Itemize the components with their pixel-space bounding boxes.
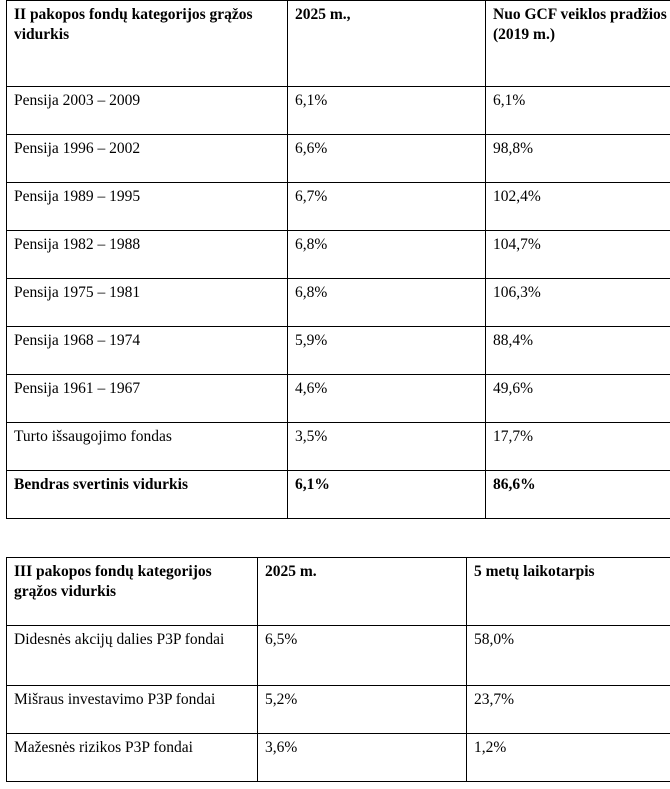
table-row: Pensija 1982 – 1988 6,8% 104,7% xyxy=(6,230,670,279)
total-2025: 6,1% xyxy=(287,470,486,519)
pillar2-returns-table: II pakopos fondų kategorijos grąžos vidu… xyxy=(6,0,670,519)
fund-name: Pensija 1961 – 1967 xyxy=(6,374,288,423)
return-2025: 5,9% xyxy=(287,326,486,375)
total-row: Bendras svertinis vidurkis 6,1% 86,6% xyxy=(6,470,670,519)
return-2025: 4,6% xyxy=(287,374,486,423)
table-row: Mišraus investavimo P3P fondai 5,2% 23,7… xyxy=(6,685,670,734)
fund-name: Pensija 2003 – 2009 xyxy=(6,86,288,135)
header-category: III pakopos fondų kategorijos grąžos vid… xyxy=(6,557,258,626)
table-row: Pensija 1989 – 1995 6,7% 102,4% xyxy=(6,182,670,231)
fund-name: Turto išsaugojimo fondas xyxy=(6,422,288,471)
header-2025: 2025 m. xyxy=(257,557,467,626)
pillar3-returns-table: III pakopos fondų kategorijos grąžos vid… xyxy=(6,557,670,782)
return-2025: 5,2% xyxy=(257,685,467,734)
return-since-start: 17,7% xyxy=(485,422,670,471)
header-5-years: 5 metų laikotarpis xyxy=(466,557,670,626)
return-2025: 6,6% xyxy=(287,134,486,183)
return-since-start: 104,7% xyxy=(485,230,670,279)
table-row: Didesnės akcijų dalies P3P fondai 6,5% 5… xyxy=(6,625,670,686)
return-since-start: 102,4% xyxy=(485,182,670,231)
table-row: Pensija 1961 – 1967 4,6% 49,6% xyxy=(6,374,670,423)
return-2025: 6,1% xyxy=(287,86,486,135)
header-since-start: Nuo GCF veiklos pradžios (2019 m.) xyxy=(485,0,670,87)
fund-name: Pensija 1975 – 1981 xyxy=(6,278,288,327)
fund-name: Mišraus investavimo P3P fondai xyxy=(6,685,258,734)
fund-name: Pensija 1989 – 1995 xyxy=(6,182,288,231)
return-2025: 6,7% xyxy=(287,182,486,231)
return-since-start: 88,4% xyxy=(485,326,670,375)
fund-name: Pensija 1968 – 1974 xyxy=(6,326,288,375)
return-since-start: 6,1% xyxy=(485,86,670,135)
return-since-start: 106,3% xyxy=(485,278,670,327)
table-row: Pensija 1968 – 1974 5,9% 88,4% xyxy=(6,326,670,375)
return-5-years: 1,2% xyxy=(466,733,670,782)
header-category: II pakopos fondų kategorijos grąžos vidu… xyxy=(6,0,288,87)
return-2025: 3,6% xyxy=(257,733,467,782)
table-row: Pensija 2003 – 2009 6,1% 6,1% xyxy=(6,86,670,135)
return-5-years: 58,0% xyxy=(466,625,670,686)
fund-name: Pensija 1996 – 2002 xyxy=(6,134,288,183)
return-5-years: 23,7% xyxy=(466,685,670,734)
table-row: Mažesnės rizikos P3P fondai 3,6% 1,2% xyxy=(6,733,670,782)
fund-name: Mažesnės rizikos P3P fondai xyxy=(6,733,258,782)
return-since-start: 49,6% xyxy=(485,374,670,423)
table-header-row: II pakopos fondų kategorijos grąžos vidu… xyxy=(6,0,670,87)
return-2025: 6,8% xyxy=(287,278,486,327)
return-2025: 3,5% xyxy=(287,422,486,471)
fund-name: Pensija 1982 – 1988 xyxy=(6,230,288,279)
table-header-row: III pakopos fondų kategorijos grąžos vid… xyxy=(6,557,670,626)
total-label: Bendras svertinis vidurkis xyxy=(6,470,288,519)
fund-name: Didesnės akcijų dalies P3P fondai xyxy=(6,625,258,686)
return-since-start: 98,8% xyxy=(485,134,670,183)
header-2025: 2025 m., xyxy=(287,0,486,87)
table-row: Pensija 1996 – 2002 6,6% 98,8% xyxy=(6,134,670,183)
table-row: Turto išsaugojimo fondas 3,5% 17,7% xyxy=(6,422,670,471)
total-since-start: 86,6% xyxy=(485,470,670,519)
table-row: Pensija 1975 – 1981 6,8% 106,3% xyxy=(6,278,670,327)
return-2025: 6,8% xyxy=(287,230,486,279)
return-2025: 6,5% xyxy=(257,625,467,686)
